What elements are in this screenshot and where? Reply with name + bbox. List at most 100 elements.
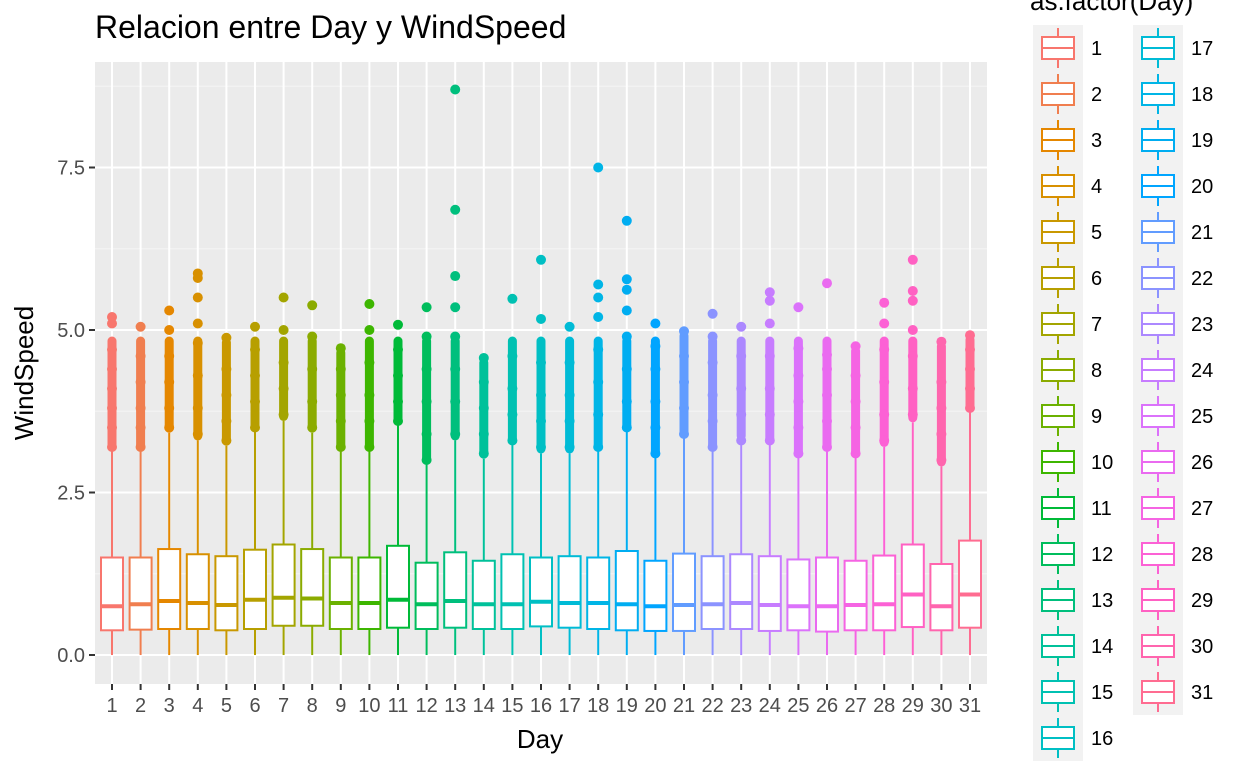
box-day-6 (243, 321, 267, 655)
outlier-point (221, 390, 232, 400)
outlier-point (278, 292, 289, 303)
outlier-point (536, 442, 546, 452)
outlier-point (364, 299, 375, 309)
box-day-1 (100, 312, 124, 655)
outlier-point (164, 325, 175, 335)
box-day-11 (386, 319, 410, 655)
outlier-point (822, 442, 832, 452)
x-tick-label: 7 (278, 695, 289, 717)
legend-item-12: 12 (1041, 534, 1113, 574)
outlier-point (393, 396, 403, 407)
outlier-point (907, 325, 918, 335)
outlier-point (850, 448, 861, 459)
outlier-band (136, 336, 146, 451)
outlier-band (622, 336, 632, 431)
legend-item-15: 15 (1041, 672, 1113, 712)
outlier-point (450, 204, 461, 215)
box-iqr (386, 544, 410, 629)
outlier-band (593, 336, 603, 451)
legend-label: 6 (1091, 268, 1102, 290)
outlier-point (621, 305, 632, 316)
outlier-point (907, 295, 918, 306)
x-tick-label: 28 (873, 695, 895, 717)
outlier-point (793, 370, 804, 381)
outlier-point (107, 383, 117, 394)
outlier-point (364, 416, 375, 426)
outlier-point (250, 321, 260, 332)
legend-label: 15 (1091, 682, 1113, 704)
outlier-point (936, 377, 947, 387)
outlier-point (450, 302, 461, 313)
outlier-point (850, 370, 861, 381)
outlier-band (279, 336, 289, 421)
outlier-point (650, 448, 661, 459)
outlier-point (335, 442, 346, 452)
box-iqr (100, 556, 124, 632)
outlier-point (650, 364, 661, 374)
outlier-point (450, 331, 461, 342)
outlier-point (793, 302, 804, 313)
outlier-point (107, 364, 117, 374)
outlier-point (822, 416, 832, 426)
box-day-21 (672, 326, 696, 655)
box-iqr (958, 539, 982, 629)
outlier-point (107, 344, 117, 355)
outlier-point (707, 416, 718, 426)
outlier-point (621, 396, 632, 407)
outlier-point (107, 442, 117, 452)
x-tick-label: 17 (558, 695, 580, 717)
outlier-point (536, 390, 546, 400)
x-tick-label: 13 (444, 695, 466, 717)
outlier-point (221, 416, 232, 426)
box-day-8 (300, 300, 325, 655)
y-tick-label: 2.5 (57, 483, 85, 505)
box-iqr (700, 555, 725, 631)
x-tick-label: 1 (106, 695, 117, 717)
outlier-point (593, 442, 604, 452)
outlier-point (507, 383, 518, 394)
outlier-point (736, 383, 747, 394)
chart-title: Relacion entre Day y WindSpeed (95, 9, 566, 45)
y-tick-label: 7.5 (57, 158, 85, 180)
outlier-point (850, 422, 861, 433)
outlier-point (879, 344, 890, 355)
box-iqr (672, 552, 696, 632)
outlier-point (764, 409, 775, 420)
outlier-point (164, 403, 175, 413)
legend-item-29: 29 (1141, 580, 1213, 620)
box-iqr (757, 555, 782, 632)
outlier-point (307, 364, 318, 374)
outlier-point (593, 312, 604, 322)
legend-label: 3 (1091, 130, 1102, 152)
legend-item-9: 9 (1041, 396, 1102, 436)
outlier-band (193, 336, 203, 441)
outlier-point (822, 278, 832, 289)
outlier-point (936, 336, 947, 347)
legend-label: 29 (1191, 590, 1213, 612)
box-iqr (872, 554, 897, 632)
outlier-point (107, 403, 117, 413)
outlier-band (908, 336, 918, 423)
outlier-point (536, 357, 546, 368)
legend-label: 26 (1191, 452, 1213, 474)
legend-label: 23 (1191, 314, 1213, 336)
legend-label: 20 (1191, 176, 1213, 198)
outlier-point (478, 429, 489, 439)
x-tick-label: 25 (787, 695, 809, 717)
boxes-layer (100, 84, 982, 655)
box-iqr (643, 559, 668, 632)
outlier-point (421, 429, 432, 439)
outlier-point (764, 295, 775, 306)
outlier-point (478, 448, 489, 459)
outlier-point (879, 318, 890, 329)
outlier-point (879, 409, 890, 420)
outlier-point (707, 331, 718, 342)
outlier-point (192, 268, 203, 279)
outlier-point (822, 364, 832, 374)
outlier-point (393, 416, 403, 426)
legend-label: 19 (1191, 130, 1213, 152)
box-iqr (586, 556, 611, 630)
box-iqr (900, 543, 925, 629)
outlier-point (450, 429, 461, 439)
legend-label: 21 (1191, 222, 1213, 244)
